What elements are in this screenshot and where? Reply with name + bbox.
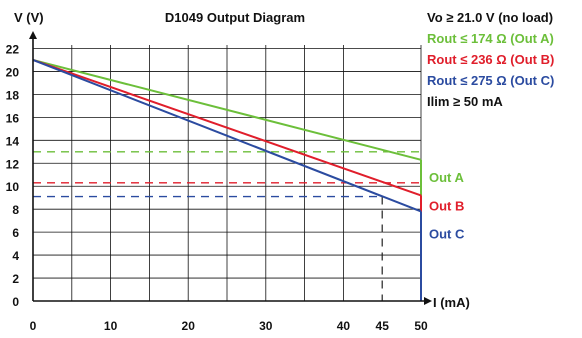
annotation-line: Ilim ≥ 50 mA [427,94,503,109]
x-axis-label: I (mA) [433,295,470,310]
output-label: Out C [429,226,465,241]
y-tick-label: 14 [6,134,20,148]
annotations: Vo ≥ 21.0 V (no load) Rout ≤ 174 Ω (Out A… [427,10,554,109]
x-tick-label: 45 [376,319,390,333]
y-tick-label: 4 [12,249,19,263]
x-tick-label: 10 [104,319,118,333]
x-tick-label: 40 [337,319,351,333]
y-axis-label: V (V) [14,10,44,25]
x-tick-label: 30 [259,319,273,333]
y-tick-label: 10 [6,180,20,194]
annotation-line: Rout ≤ 236 Ω (Out B) [427,52,554,67]
y-tick-label: 22 [6,42,20,56]
y-tick-label: 18 [6,88,20,102]
y-tick-label: 6 [12,226,19,240]
x-tick-label: 20 [182,319,196,333]
y-tick-label: 0 [12,295,19,309]
output-label: Out B [429,199,464,214]
annotation-line: Vo ≥ 21.0 V (no load) [427,10,553,25]
y-tick-label: 20 [6,65,20,79]
y-tick-label: 16 [6,111,20,125]
output-labels: Out A Out B Out C [429,170,465,241]
annotation-line: Rout ≤ 174 Ω (Out A) [427,31,554,46]
series-lines [32,58,422,301]
x-tick-label: 50 [414,319,428,333]
y-axis-arrow [29,31,37,39]
y-tick-label: 12 [6,157,20,171]
chart-title: D1049 Output Diagram [165,10,305,25]
tick-labels: 0 2 4 6 8 10 12 14 16 18 20 22 0 10 20 30 40 45 50 [6,42,428,333]
axes [29,31,432,305]
y-tick-label: 2 [12,272,19,286]
annotation-line: Rout ≤ 275 Ω (Out C) [427,73,554,88]
series-line-out-a [32,58,422,161]
output-label: Out A [429,170,465,185]
y-tick-label: 8 [12,203,19,217]
series-line-out-c [32,59,422,213]
x-tick-label: 0 [30,319,37,333]
x-axis-arrow [424,297,432,305]
series-line-out-b [32,59,422,197]
reference-lines [33,151,421,301]
